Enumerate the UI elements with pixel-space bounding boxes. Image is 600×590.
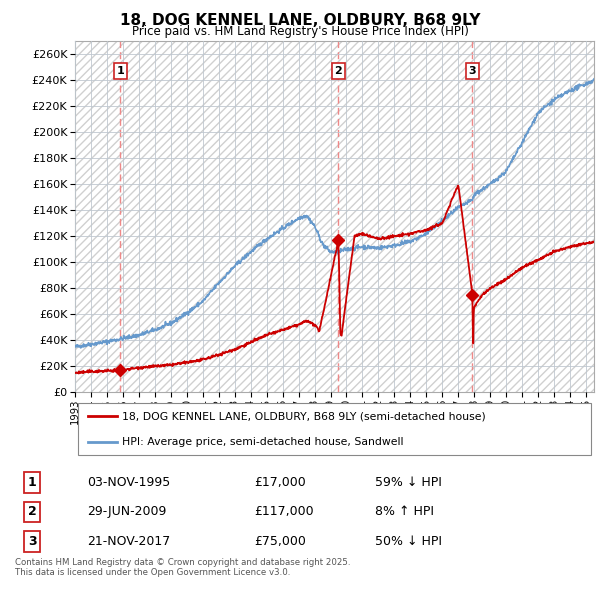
Text: £75,000: £75,000: [254, 535, 306, 548]
Text: 1: 1: [116, 66, 124, 76]
Text: Price paid vs. HM Land Registry's House Price Index (HPI): Price paid vs. HM Land Registry's House …: [131, 25, 469, 38]
Text: 3: 3: [28, 535, 37, 548]
Text: 1: 1: [28, 476, 37, 489]
Text: 03-NOV-1995: 03-NOV-1995: [87, 476, 170, 489]
Text: £17,000: £17,000: [254, 476, 305, 489]
Text: 21-NOV-2017: 21-NOV-2017: [87, 535, 170, 548]
Text: 2: 2: [334, 66, 342, 76]
Text: 29-JUN-2009: 29-JUN-2009: [87, 505, 166, 519]
FancyBboxPatch shape: [77, 404, 592, 455]
Text: 2: 2: [28, 505, 37, 519]
Text: £117,000: £117,000: [254, 505, 314, 519]
Text: 18, DOG KENNEL LANE, OLDBURY, B68 9LY (semi-detached house): 18, DOG KENNEL LANE, OLDBURY, B68 9LY (s…: [122, 411, 485, 421]
Text: 8% ↑ HPI: 8% ↑ HPI: [375, 505, 434, 519]
Text: HPI: Average price, semi-detached house, Sandwell: HPI: Average price, semi-detached house,…: [122, 437, 403, 447]
Text: 50% ↓ HPI: 50% ↓ HPI: [375, 535, 442, 548]
Text: 18, DOG KENNEL LANE, OLDBURY, B68 9LY: 18, DOG KENNEL LANE, OLDBURY, B68 9LY: [120, 13, 480, 28]
Text: Contains HM Land Registry data © Crown copyright and database right 2025.
This d: Contains HM Land Registry data © Crown c…: [15, 558, 350, 577]
Text: 59% ↓ HPI: 59% ↓ HPI: [375, 476, 442, 489]
Text: 3: 3: [469, 66, 476, 76]
